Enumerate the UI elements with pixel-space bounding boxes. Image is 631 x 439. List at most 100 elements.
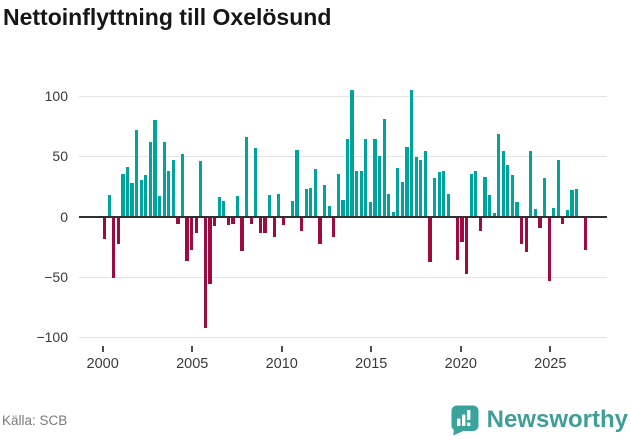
bar [245,136,249,217]
y-axis-label: 100 [44,87,68,104]
bar [304,188,308,217]
x-axis-label: 2015 [355,356,388,372]
bar [492,212,496,217]
bar [423,151,427,217]
bar [116,217,120,245]
bar [556,159,560,217]
bar [428,217,432,263]
bar [313,169,317,217]
bar [359,170,363,217]
x-axis-tick [549,346,552,352]
x-axis-label: 2010 [265,356,298,372]
y-axis-label: 50 [52,148,68,165]
bar [455,217,460,260]
bar [267,194,272,217]
bar [180,153,185,217]
bar [538,217,542,229]
bar [565,210,570,217]
bar [350,89,354,217]
bar [368,202,372,217]
bar [345,139,350,217]
bar [414,157,418,217]
bar [552,208,556,217]
y-axis-label: 0 [60,208,68,225]
gridline [79,95,607,97]
bar [208,217,212,284]
bar [277,193,281,217]
bar [373,139,377,217]
bar [162,141,166,217]
bar [410,89,414,217]
bar [130,182,134,217]
x-axis-tick [280,346,283,352]
bar [194,217,198,234]
bar [125,167,130,217]
x-axis-tick [459,346,462,352]
bar [322,185,327,217]
bar [300,217,304,231]
bar [258,217,262,234]
bar [469,174,473,217]
gridline [79,276,607,278]
bar [487,194,492,217]
bar [272,217,276,237]
bar [185,217,189,261]
bar [570,189,574,217]
x-axis-label: 2020 [444,356,477,372]
x-axis-label: 2000 [86,356,119,372]
bar [432,177,437,217]
bar [506,164,510,217]
bar [157,195,162,217]
source-caption: Källa: SCB [2,413,68,428]
bar [355,170,359,217]
bar [460,217,464,242]
bar [167,170,171,217]
bar [148,141,153,217]
bar [515,202,519,217]
bar [217,197,221,217]
bar [153,120,157,217]
bar [524,217,528,253]
bar [176,217,180,224]
bar [465,217,469,275]
bar [226,217,230,225]
bar [474,170,478,217]
bar [327,205,331,217]
bar [107,194,111,217]
bar [533,209,537,217]
bar [309,187,313,217]
x-axis-tick [101,346,104,352]
bar [478,217,482,231]
bar [561,217,565,224]
newsworthy-logo: Newsworthy [450,402,628,438]
bar [240,217,244,252]
bar [442,170,446,217]
y-axis-label: −50 [44,268,68,285]
bar [144,175,148,217]
y-axis-label: −100 [36,329,68,346]
bar [121,174,125,217]
bar [446,193,450,217]
bar [382,118,386,217]
bar [139,180,143,217]
bar [341,199,345,217]
bar [405,146,409,217]
bar [249,217,253,224]
gridline [79,337,607,339]
bar [520,217,524,245]
bar [501,151,505,217]
x-axis-label: 2005 [176,356,209,372]
bar [529,151,533,217]
bar-chart-glyph [456,409,471,426]
bar [391,211,395,217]
bar [231,217,235,224]
bar [377,156,382,217]
bar [103,217,107,240]
gridline [79,156,607,158]
bar [584,217,588,251]
bar [190,217,194,251]
bar [199,161,203,217]
newsworthy-pin-barchart-icon [451,405,479,435]
